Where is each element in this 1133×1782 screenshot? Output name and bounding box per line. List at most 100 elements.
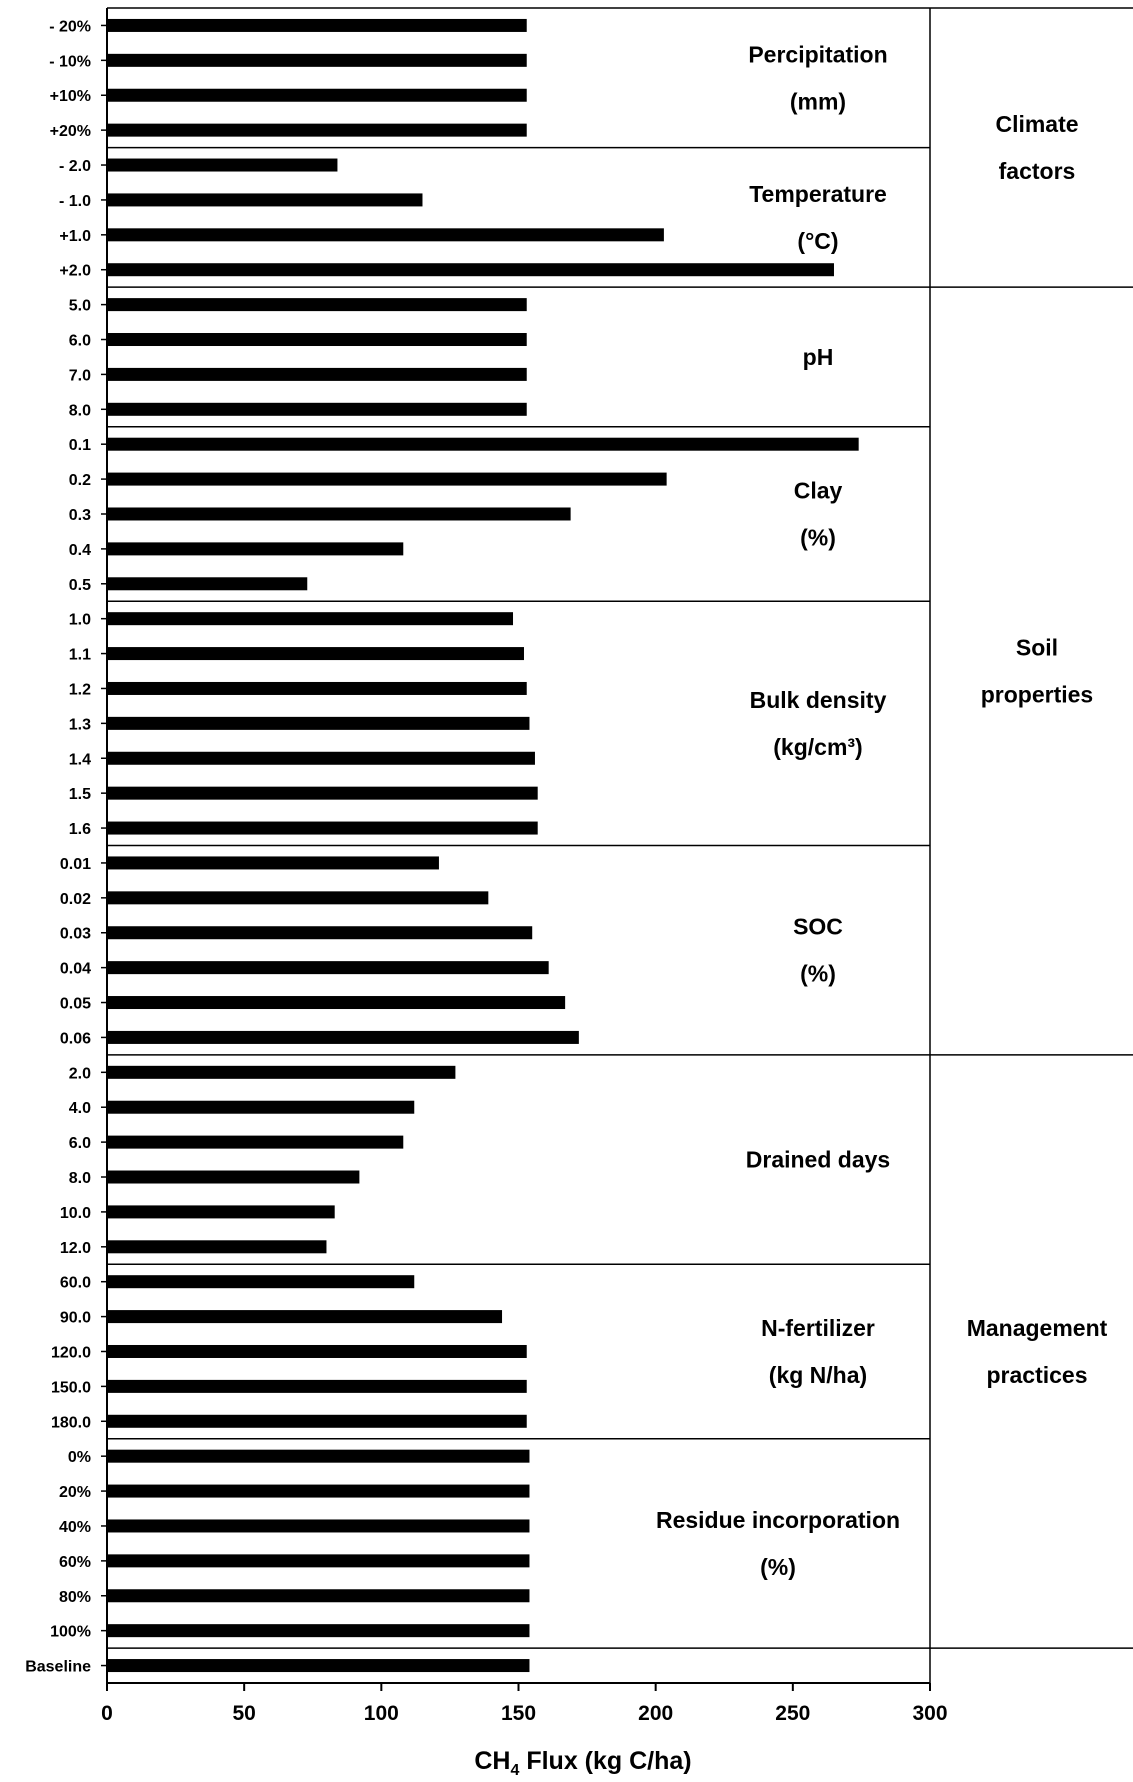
bar: [107, 1205, 335, 1219]
group-label: (mm): [790, 88, 846, 114]
bar: [107, 1414, 527, 1428]
x-tick-label: 250: [775, 1702, 810, 1725]
bar: [107, 612, 514, 626]
factor-label: properties: [981, 682, 1093, 708]
category-label: 80%: [59, 1589, 91, 1606]
bar: [107, 1170, 360, 1184]
category-label: 1.1: [69, 647, 91, 664]
category-label: - 10%: [49, 53, 91, 70]
category-label: 60%: [59, 1554, 91, 1571]
bar: [107, 856, 439, 870]
category-label: 0.02: [60, 891, 91, 908]
category-label: 20%: [59, 1484, 91, 1501]
bar: [107, 1484, 530, 1498]
category-label: 1.2: [69, 681, 91, 698]
factor-label: Soil: [1016, 635, 1058, 661]
bar: [107, 716, 530, 730]
category-label: 8.0: [69, 402, 91, 419]
category-label: 0.04: [60, 961, 91, 978]
bar: [107, 1624, 530, 1638]
group-label: N-fertilizer: [761, 1315, 875, 1341]
bar: [107, 1100, 415, 1114]
group-label: (%): [800, 524, 836, 550]
bar: [107, 577, 308, 591]
x-tick-label: 300: [912, 1702, 947, 1725]
bar: [107, 88, 527, 102]
category-label: 90.0: [60, 1310, 91, 1327]
bar: [107, 158, 338, 172]
category-label: 7.0: [69, 367, 91, 384]
category-label: 0.5: [69, 577, 91, 594]
bar: [107, 228, 664, 242]
bar: [107, 926, 533, 940]
category-label: 0.01: [60, 856, 91, 873]
category-label: 1.3: [69, 716, 91, 733]
category-label: 0.05: [60, 996, 91, 1013]
category-label: - 1.0: [59, 193, 91, 210]
category-label: Baseline: [25, 1659, 91, 1676]
bar: [107, 193, 423, 207]
category-label: 0.4: [69, 542, 91, 559]
x-axis-title: CH4 Flux (kg C/ha): [474, 1747, 691, 1779]
category-label: 6.0: [69, 333, 91, 350]
bar: [107, 1519, 530, 1533]
bar: [107, 1379, 527, 1393]
group-label: (%): [800, 961, 836, 987]
group-label: (kg N/ha): [769, 1362, 867, 1388]
category-label: 40%: [59, 1519, 91, 1536]
bar: [107, 681, 527, 695]
bar: [107, 1275, 415, 1289]
category-label: 0.06: [60, 1030, 91, 1047]
bar: [107, 891, 489, 905]
category-label: 120.0: [51, 1344, 91, 1361]
category-label: 100%: [50, 1624, 91, 1641]
factor-label: Climate: [995, 111, 1078, 137]
bar: [107, 996, 566, 1010]
bar: [107, 1065, 456, 1079]
category-label: +10%: [50, 88, 91, 105]
group-label: (%): [760, 1554, 796, 1580]
group-label: pH: [803, 344, 834, 370]
group-label: Clay: [794, 477, 843, 503]
bar: [107, 437, 859, 451]
group-label: (°C): [797, 228, 838, 254]
group-label: SOC: [793, 914, 843, 940]
category-label: 180.0: [51, 1414, 91, 1431]
category-label: 1.6: [69, 821, 91, 838]
category-label: 8.0: [69, 1170, 91, 1187]
x-tick-label: 150: [501, 1702, 536, 1725]
bar: [107, 472, 667, 486]
group-label: Percipitation: [748, 41, 887, 67]
bar: [107, 18, 527, 32]
category-label: 6.0: [69, 1135, 91, 1152]
group-label: (kg/cm³): [773, 734, 862, 760]
bar: [107, 1030, 579, 1044]
category-label: 150.0: [51, 1379, 91, 1396]
category-label: - 20%: [49, 18, 91, 35]
bar: [107, 123, 527, 137]
bar: [107, 263, 834, 277]
bar: [107, 1135, 404, 1149]
category-label: 12.0: [60, 1240, 91, 1257]
group-label: Drained days: [746, 1147, 890, 1173]
group-label: Bulk density: [750, 687, 887, 713]
x-tick-label: 50: [232, 1702, 255, 1725]
bar: [107, 542, 404, 556]
bar: [107, 821, 538, 835]
bar: [107, 961, 549, 975]
category-label: 1.5: [69, 786, 91, 803]
category-label: +1.0: [59, 228, 91, 245]
category-label: 0.3: [69, 507, 91, 524]
factor-label: factors: [999, 158, 1076, 184]
category-label: 5.0: [69, 298, 91, 315]
bar: [107, 1554, 530, 1568]
bar: [107, 647, 524, 661]
bar: [107, 53, 527, 67]
group-label: Temperature: [749, 181, 887, 207]
category-label: 1.0: [69, 612, 91, 629]
bar: [107, 367, 527, 381]
bar: [107, 1240, 327, 1254]
category-label: 4.0: [69, 1100, 91, 1117]
x-tick-label: 0: [101, 1702, 113, 1725]
